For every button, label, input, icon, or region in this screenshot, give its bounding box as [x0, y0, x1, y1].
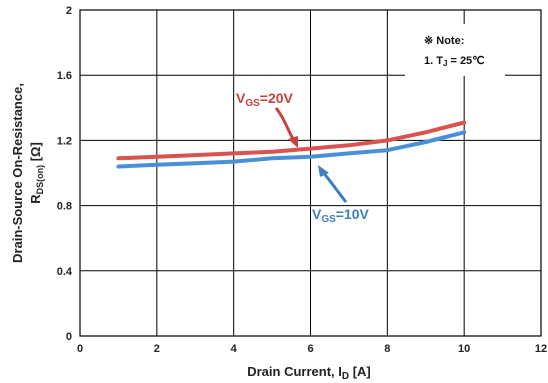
- y-tick-label: 0.8: [57, 201, 72, 213]
- series-line-vgs-10v: [116, 130, 467, 169]
- y-axis-label-line1: Drain-Source On-Resistance,: [10, 83, 25, 263]
- y-tick-label: 0: [66, 331, 72, 343]
- note-box: [405, 24, 505, 76]
- series-lines: [116, 120, 467, 169]
- arrow-vgs-10v: [320, 170, 348, 203]
- plot-area-border: [79, 9, 542, 337]
- x-axis-label: Drain Current, ID [A]: [247, 364, 371, 382]
- tick-labels: 0 2 4 6 8 10 12 0 0.4 0.8 1.2 1.6 2: [57, 5, 547, 355]
- x-tick-label: 2: [154, 343, 160, 355]
- y-tick-label: 2: [66, 5, 72, 17]
- x-tick-label: 12: [535, 343, 547, 355]
- x-tick-label: 10: [458, 343, 470, 355]
- y-tick-label: 1.2: [57, 135, 72, 147]
- note-title: ※ Note:: [424, 35, 464, 47]
- x-tick-label: 4: [231, 343, 238, 355]
- x-tick-label: 8: [384, 343, 390, 355]
- series-line-vgs-20v: [116, 120, 467, 161]
- x-tick-label: 0: [77, 343, 83, 355]
- y-tick-label: 0.4: [57, 266, 73, 278]
- series-label-vgs-10v: VGS=10V: [312, 206, 370, 225]
- series-label-vgs-20v: VGS=20V: [236, 90, 294, 109]
- y-axis-label-line2: RDS(on) [Ω]: [28, 142, 45, 204]
- y-tick-label: 1.6: [57, 70, 72, 82]
- arrowhead-vgs-20v: [288, 136, 298, 148]
- arrowhead-vgs-10v: [318, 165, 329, 177]
- x-tick-label: 6: [307, 343, 313, 355]
- arrow-vgs-20v: [274, 107, 296, 142]
- note-item: 1. TJ = 25℃: [424, 55, 485, 68]
